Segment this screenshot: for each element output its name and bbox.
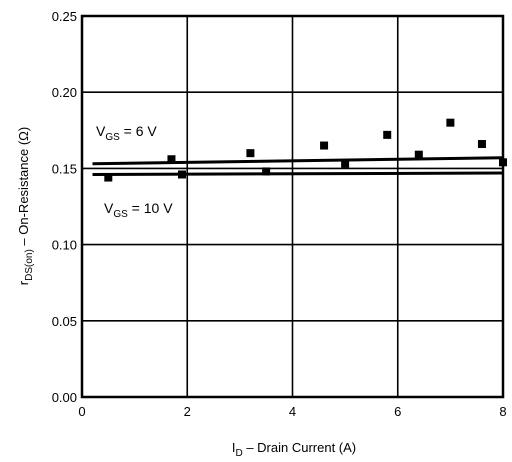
y-axis-title: rDS(on) – On-Resistance (Ω) [16, 127, 35, 285]
data-point [414, 150, 423, 159]
series-line-1 [92, 171, 504, 176]
data-point [383, 130, 392, 139]
y-tick-label: 0.00 [52, 390, 77, 405]
y-tick-label: 0.25 [52, 9, 77, 24]
y-tick-labels: 0.00 0.05 0.10 0.15 0.20 0.25 [52, 9, 77, 405]
data-point [177, 170, 186, 179]
series-label-vgs-6: VGS = 6 V [96, 123, 157, 143]
x-tick-label: 4 [289, 404, 296, 419]
data-point [262, 167, 271, 176]
x-tick-label: 2 [184, 404, 191, 419]
y-tick-label: 0.15 [52, 161, 77, 176]
x-tick-label: 6 [394, 404, 401, 419]
series-group [92, 156, 504, 176]
y-tick-label: 0.05 [52, 314, 77, 329]
x-axis-title: ID – Drain Current (A) [232, 440, 356, 459]
series-line-0 [92, 156, 504, 166]
y-tick-label: 0.20 [52, 85, 77, 100]
series-label-vgs-10: VGS = 10 V [104, 200, 173, 220]
data-point [341, 159, 350, 168]
plot-frame [80, 14, 505, 399]
y-tick-label: 0.10 [52, 238, 77, 253]
x-tick-label: 0 [78, 404, 85, 419]
data-point [104, 173, 113, 182]
data-point [320, 141, 329, 150]
data-point [477, 140, 486, 149]
grid [82, 16, 503, 397]
x-tick-label: 8 [499, 404, 506, 419]
data-point [446, 118, 455, 127]
data-point [246, 149, 255, 158]
data-point [167, 155, 176, 164]
x-tick-labels: 0 2 4 6 8 [78, 404, 506, 419]
